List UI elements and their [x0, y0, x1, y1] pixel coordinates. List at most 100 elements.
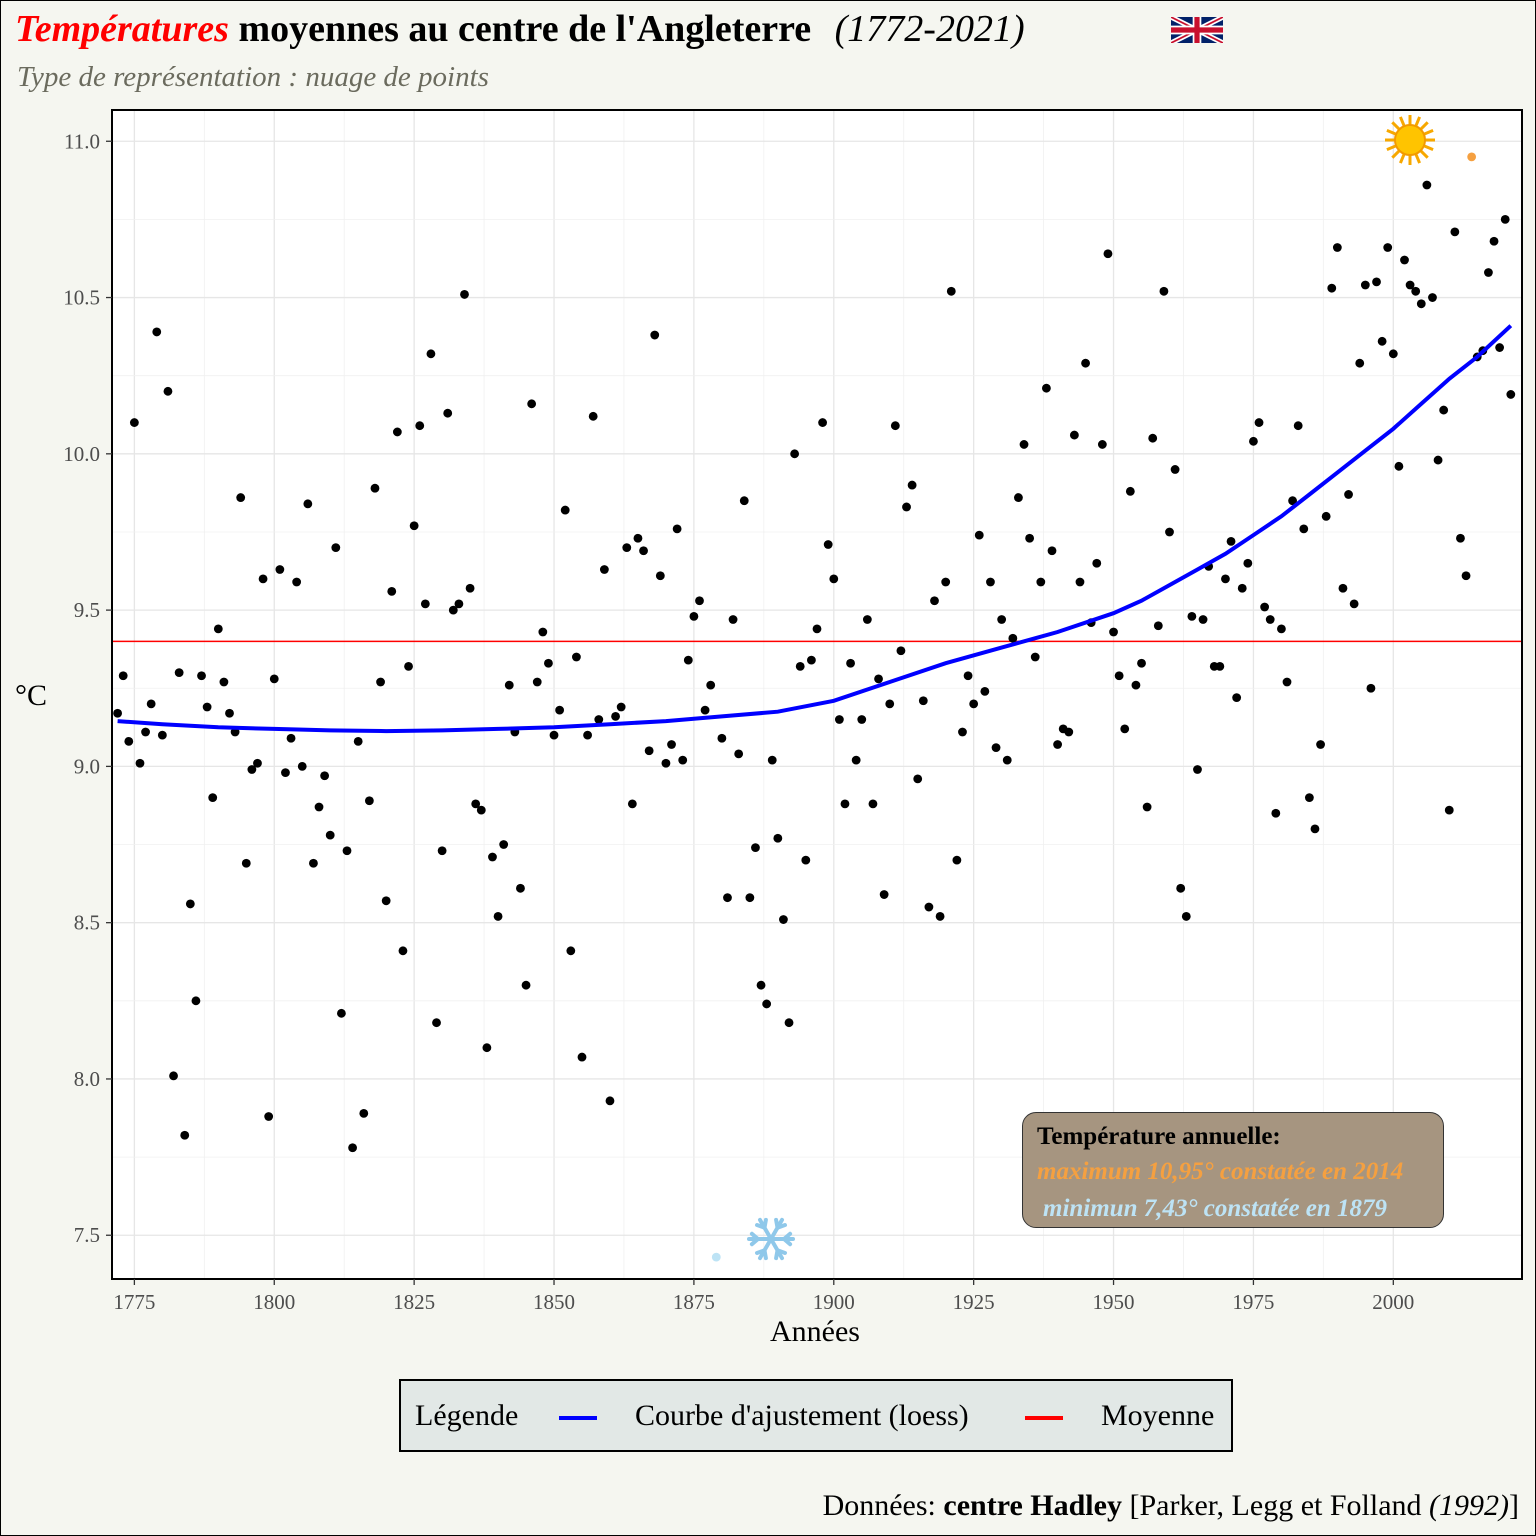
- data-point: [1148, 433, 1158, 443]
- data-point: [818, 418, 827, 427]
- data-point: [320, 771, 330, 781]
- source-ref: [Parker, Legg et Folland: [1121, 1489, 1430, 1522]
- data-point: [1237, 583, 1247, 593]
- legend-title: Légende: [415, 1399, 519, 1432]
- data-point: [1444, 805, 1454, 815]
- data-point: [767, 755, 777, 765]
- data-point: [1304, 793, 1314, 803]
- data-point: [1360, 280, 1370, 290]
- data-point: [974, 530, 984, 540]
- data-point: [1400, 255, 1409, 265]
- data-point: [627, 799, 637, 809]
- data-point: [801, 855, 811, 865]
- legend: Légende Courbe d'ajustement (loess) Moye…: [399, 1379, 1233, 1452]
- scatter-chart: 1775 1800 1825 1850 1875 1900 1925 1950 1975 2000…: [63, 109, 1523, 1314]
- data-point: [493, 912, 503, 921]
- data-point: [840, 799, 850, 809]
- legend-label-mean: Moyenne: [1101, 1399, 1215, 1432]
- data-point: [683, 655, 693, 665]
- data-point: [795, 661, 805, 671]
- plot-border: [111, 109, 1523, 1280]
- data-point: [1221, 574, 1230, 584]
- data-point: [751, 843, 760, 853]
- data-point: [1321, 511, 1331, 521]
- data-point: [454, 599, 464, 609]
- x-tick-label: 1875: [673, 1290, 715, 1314]
- x-tick-label: 1775: [113, 1290, 155, 1314]
- data-point: [152, 327, 162, 337]
- data-point: [314, 802, 324, 812]
- data-point: [124, 736, 134, 746]
- data-point: [650, 330, 660, 340]
- data-point: [969, 699, 979, 709]
- data-point: [807, 655, 816, 665]
- data-point: [348, 1143, 357, 1153]
- data-point: [303, 499, 313, 509]
- uk-flag-icon: [1171, 17, 1223, 43]
- data-point: [1277, 624, 1286, 634]
- data-point: [342, 846, 352, 856]
- data-point: [1450, 227, 1460, 237]
- title-red-word: Températures: [15, 8, 229, 50]
- data-point: [432, 1018, 441, 1028]
- data-point: [241, 858, 251, 868]
- data-point: [779, 915, 788, 924]
- data-point: [1002, 755, 1012, 765]
- data-point: [225, 708, 234, 718]
- min-point: [711, 1252, 721, 1262]
- data-point: [1153, 621, 1163, 631]
- data-point: [1081, 358, 1090, 368]
- data-point: [734, 749, 744, 759]
- data-point: [381, 896, 391, 906]
- data-point: [946, 286, 956, 296]
- x-tick-label: 1850: [533, 1290, 575, 1314]
- data-point: [325, 830, 335, 840]
- loess-curve: [117, 324, 1513, 734]
- data-point: [169, 1071, 178, 1081]
- data-point: [504, 680, 514, 690]
- data-point: [286, 733, 296, 743]
- annotation-heading: Température annuelle:: [1037, 1123, 1281, 1150]
- x-tick-label: 1825: [393, 1290, 435, 1314]
- data-point: [1484, 268, 1493, 277]
- data-point: [213, 624, 223, 634]
- data-point: [706, 680, 716, 690]
- data-point: [667, 740, 676, 749]
- data-point: [583, 730, 592, 740]
- data-point: [857, 715, 867, 724]
- data-point: [560, 505, 570, 515]
- data-point: [1327, 283, 1337, 293]
- data-point: [118, 671, 128, 681]
- data-point: [1366, 683, 1376, 693]
- data-point: [1165, 527, 1174, 537]
- data-point: [1120, 724, 1130, 734]
- data-point: [129, 418, 139, 427]
- data-point: [264, 1112, 274, 1121]
- data-point: [387, 586, 397, 596]
- data-point: [392, 427, 402, 437]
- data-point: [253, 758, 262, 768]
- data-point: [448, 605, 458, 615]
- data-point: [941, 577, 951, 587]
- data-point: [1500, 214, 1510, 224]
- data-point: [868, 799, 878, 809]
- plot-background: [112, 110, 1522, 1279]
- data-point: [1439, 405, 1449, 415]
- data-point: [1293, 421, 1303, 431]
- page-title: Températures moyennes au centre de l'Ang…: [15, 7, 1025, 51]
- source-close: ]: [1509, 1489, 1519, 1522]
- data-point: [370, 483, 380, 493]
- data-point: [594, 715, 604, 724]
- data-point: [1344, 490, 1353, 499]
- data-point: [1064, 727, 1074, 737]
- data-point: [566, 946, 576, 956]
- data-point: [219, 677, 229, 687]
- source-bold: centre Hadley: [943, 1489, 1122, 1522]
- y-axis-label: °C: [15, 679, 48, 712]
- data-point: [622, 543, 632, 552]
- data-point: [415, 421, 425, 431]
- data-point: [689, 611, 699, 621]
- data-point: [465, 583, 475, 593]
- data-point: [577, 1052, 587, 1062]
- data-point: [404, 661, 413, 671]
